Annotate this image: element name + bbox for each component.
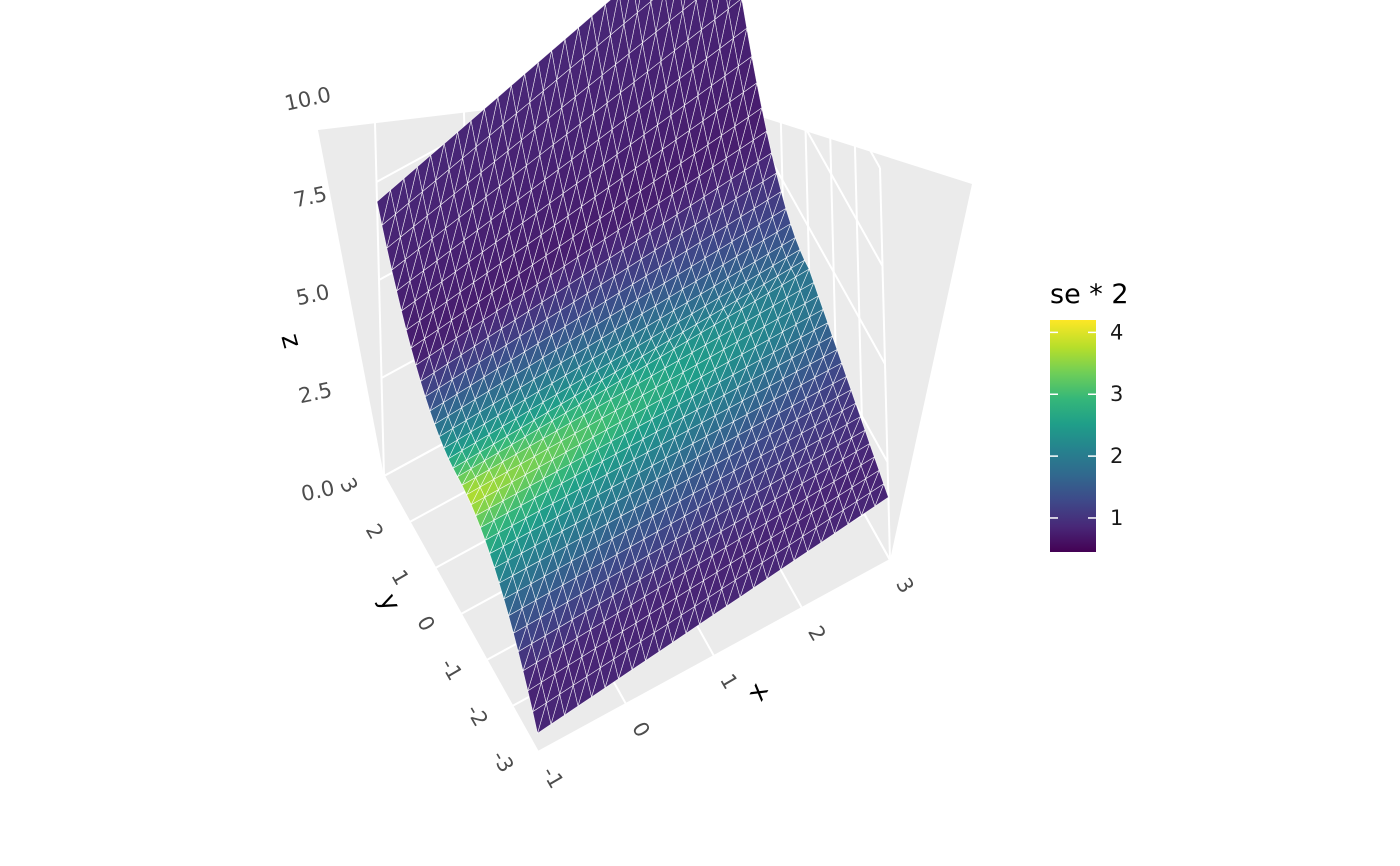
legend-tick-label: 2 — [1110, 444, 1123, 468]
surface-facet — [680, 0, 686, 11]
surface-facet — [401, 300, 416, 332]
z-tick-label: 0.0 — [299, 476, 337, 506]
surface-facet — [420, 371, 435, 398]
x-axis-title: x — [741, 678, 775, 706]
surface-facet — [527, 681, 542, 713]
surface-facet — [517, 643, 533, 672]
surface-facet — [381, 213, 396, 249]
y-tick-label: 2 — [361, 520, 388, 544]
x-tick-label: 2 — [803, 622, 830, 646]
y-tick-label: 0 — [412, 612, 439, 636]
surface-facet — [503, 590, 518, 617]
legend-tick-label: 3 — [1110, 382, 1123, 406]
y-tick-label: 1 — [386, 566, 413, 590]
surface-facet — [424, 387, 440, 412]
y-tick-label: -2 — [462, 700, 493, 730]
surface-facet — [457, 467, 472, 486]
surface-facet — [415, 355, 430, 383]
x-tick-label: 3 — [891, 574, 918, 598]
legend-tick-label: 4 — [1110, 320, 1123, 344]
surface-facet — [461, 476, 477, 496]
surface-facet — [475, 507, 490, 529]
surface-facet — [513, 624, 528, 653]
legend-title: se * 2 — [1050, 279, 1129, 310]
surface-facet — [498, 575, 514, 600]
y-tick-label: -1 — [436, 654, 467, 684]
z-tick-label: 10.0 — [282, 82, 333, 115]
surface-facet — [438, 427, 454, 449]
surface-facet — [522, 661, 538, 693]
surface-facet — [443, 439, 459, 460]
surface-facet — [396, 280, 411, 313]
surface-facet — [634, 0, 641, 13]
surface-facet — [429, 401, 445, 426]
legend-colorbar — [1050, 320, 1096, 552]
surface-facet — [386, 236, 401, 271]
surface-facet — [391, 258, 406, 292]
surface-facet — [466, 486, 481, 506]
surface-mesh — [376, 0, 889, 735]
surface-facet — [448, 449, 463, 469]
z-tick-label: 2.5 — [296, 378, 334, 408]
surface-facet — [494, 559, 509, 585]
z-tick-label: 5.0 — [294, 280, 332, 310]
surface-facet — [410, 338, 426, 367]
y-tick-label: -3 — [487, 746, 518, 776]
y-tick-label: 3 — [335, 474, 362, 498]
surface-facet — [508, 607, 523, 635]
surface-facet — [480, 519, 495, 542]
surface-facet — [405, 319, 421, 350]
surface-facet — [452, 459, 468, 478]
surface-facet — [376, 189, 391, 226]
surface-facet — [726, 0, 731, 10]
y-axis-title: y — [372, 589, 406, 616]
legend-tick-label: 1 — [1110, 506, 1123, 530]
surface-facet — [489, 545, 504, 569]
x-tick-label: 1 — [715, 670, 742, 694]
surface-facet — [434, 415, 449, 438]
legend-ticks: 1 2 3 4 — [1050, 320, 1123, 530]
surface-facet — [532, 702, 547, 734]
x-tick-label: -1 — [537, 762, 568, 792]
legend: se * 2 1 2 3 4 — [1050, 279, 1129, 552]
surface-facet — [484, 532, 500, 555]
x-tick-label: 0 — [627, 718, 654, 742]
z-axis-title: z — [274, 330, 307, 351]
surface-facet — [470, 496, 486, 517]
